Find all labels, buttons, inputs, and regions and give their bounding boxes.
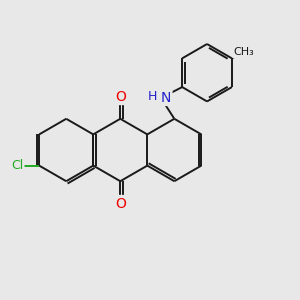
Text: O: O	[115, 89, 126, 103]
Text: Cl: Cl	[11, 159, 23, 172]
Text: O: O	[115, 196, 126, 211]
Text: CH₃: CH₃	[233, 47, 254, 57]
Text: N: N	[161, 91, 172, 105]
Text: H: H	[148, 90, 157, 103]
